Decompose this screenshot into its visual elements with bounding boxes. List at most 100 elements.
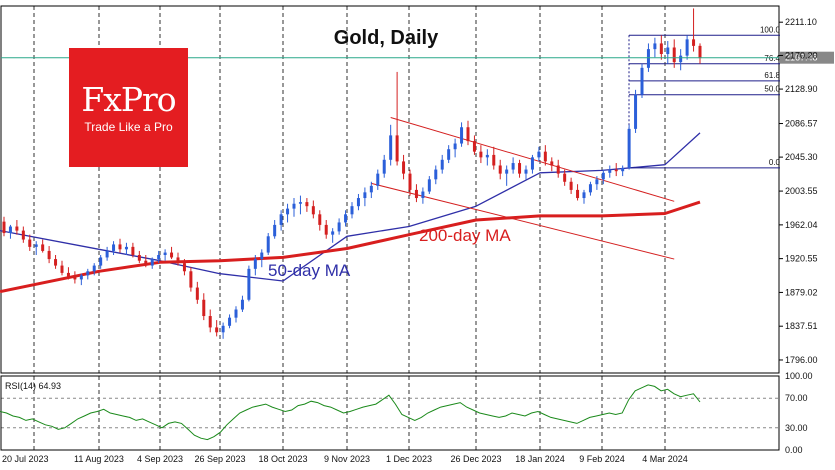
candle-body-54: [350, 206, 354, 215]
candle-body-13: [86, 271, 90, 276]
candle-body-21: [137, 255, 141, 261]
candle-body-33: [215, 327, 219, 333]
candle-body-101: [653, 43, 657, 50]
price-y-tick-label-4: 2045.30: [785, 152, 818, 162]
candle-body-76: [492, 154, 496, 166]
candle-body-25: [163, 252, 167, 256]
candle-body-52: [337, 222, 341, 232]
price-y-tick-label-1: 2170.20: [785, 50, 818, 60]
candle-body-64: [414, 189, 418, 199]
price-y-tick-label-7: 1920.55: [785, 254, 818, 264]
x-tick-label-6: 1 Dec 2023: [386, 454, 432, 464]
candle-body-78: [505, 169, 509, 174]
candle-body-4: [28, 239, 32, 247]
candle-body-68: [440, 159, 444, 170]
candle-body-91: [588, 184, 592, 193]
candle-body-103: [666, 47, 670, 55]
rsi-y-tick-label-3: 0.00: [785, 445, 803, 455]
candle-body-106: [685, 39, 689, 56]
x-tick-label-7: 26 Dec 2023: [450, 454, 501, 464]
rsi-indicator: [0, 384, 701, 441]
candle-body-37: [240, 299, 244, 310]
candle-body-24: [157, 255, 161, 260]
price-y-tick-label-2: 2128.90: [785, 84, 818, 94]
candle-body-98: [634, 94, 638, 129]
candle-body-28: [182, 263, 186, 272]
candle-body-94: [608, 169, 612, 173]
candle-body-67: [434, 169, 438, 180]
candle-body-102: [659, 43, 663, 55]
grid-lines: [1, 6, 779, 450]
x-tick-label-10: 4 Mar 2024: [642, 454, 688, 464]
rsi-y-tick-label-0: 100.00: [785, 371, 813, 381]
fib-label-4: 0.0: [769, 158, 781, 167]
candle-body-16: [105, 250, 109, 258]
price-y-tick-label-0: 2211.10: [785, 17, 817, 27]
candle-body-89: [576, 189, 580, 199]
candle-body-57: [369, 185, 373, 193]
ma200-annotation: 200-day MA: [419, 226, 511, 245]
candle-body-100: [646, 49, 650, 68]
candle-body-47: [305, 202, 309, 207]
candle-body-30: [195, 287, 199, 300]
candle-body-38: [247, 268, 251, 300]
candle-body-58: [376, 173, 380, 186]
candle-body-36: [234, 309, 238, 318]
candle-body-73: [472, 141, 476, 152]
candle-body-93: [601, 172, 605, 180]
candle-body-1: [8, 226, 12, 234]
price-y-tick-label-5: 2003.55: [785, 186, 818, 196]
price-y-tick-label-3: 2086.57: [785, 119, 818, 129]
candle-body-81: [524, 169, 528, 174]
candle-body-82: [530, 157, 534, 170]
fib-label-2: 61.8: [764, 71, 780, 80]
candle-body-53: [344, 214, 348, 223]
candle-body-92: [595, 179, 599, 185]
candle-body-105: [679, 55, 683, 63]
fib-label-0: 100.0: [760, 25, 781, 34]
candle-body-44: [286, 208, 290, 215]
x-tick-label-2: 4 Sep 2023: [137, 454, 183, 464]
candle-body-51: [331, 231, 335, 235]
candle-body-3: [21, 230, 25, 240]
candle-body-86: [556, 165, 560, 174]
candle-body-11: [73, 276, 77, 280]
brand-tagline: Trade Like a Pro: [84, 120, 173, 134]
candle-body-32: [208, 316, 212, 328]
axes-labels: 2211.10 2170.20 2128.90 2086.57 2045.30 2003.…: [2, 17, 818, 464]
x-tick-label-5: 9 Nov 2023: [324, 454, 370, 464]
candle-body-66: [427, 179, 431, 192]
current-price-label: 2167.48: [785, 53, 818, 63]
candle-body-75: [485, 154, 489, 158]
rsi-pane-frame: [0, 375, 780, 451]
candle-body-34: [221, 325, 225, 333]
candle-body-72: [466, 127, 470, 142]
candle-body-27: [176, 257, 180, 264]
x-tick-label-4: 18 Oct 2023: [258, 454, 307, 464]
candle-body-108: [698, 45, 702, 59]
candle-body-62: [402, 161, 406, 174]
candle-body-40: [260, 252, 264, 260]
candle-body-43: [279, 214, 283, 225]
moving-averages: [0, 132, 701, 294]
candle-body-61: [395, 135, 399, 162]
candle-body-96: [621, 167, 625, 172]
price-y-tick-label-10: 1796.00: [785, 355, 818, 365]
x-tick-label-1: 11 Aug 2023: [74, 454, 124, 464]
price-pane-frame: [0, 5, 780, 374]
candle-body-88: [569, 181, 573, 190]
candle-body-31: [202, 299, 206, 317]
candle-body-12: [79, 275, 83, 280]
candle-body-99: [640, 67, 644, 95]
candle-body-104: [672, 47, 676, 63]
candle-body-17: [112, 244, 116, 251]
candle-body-49: [318, 214, 322, 225]
brand-name: FxPro: [81, 80, 176, 119]
x-tick-label-0: 20 Jul 2023: [2, 454, 49, 464]
candle-body-18: [118, 244, 122, 250]
candle-body-29: [189, 271, 193, 288]
candle-body-84: [543, 151, 547, 162]
candle-body-19: [124, 246, 128, 250]
candle-body-10: [66, 272, 70, 277]
